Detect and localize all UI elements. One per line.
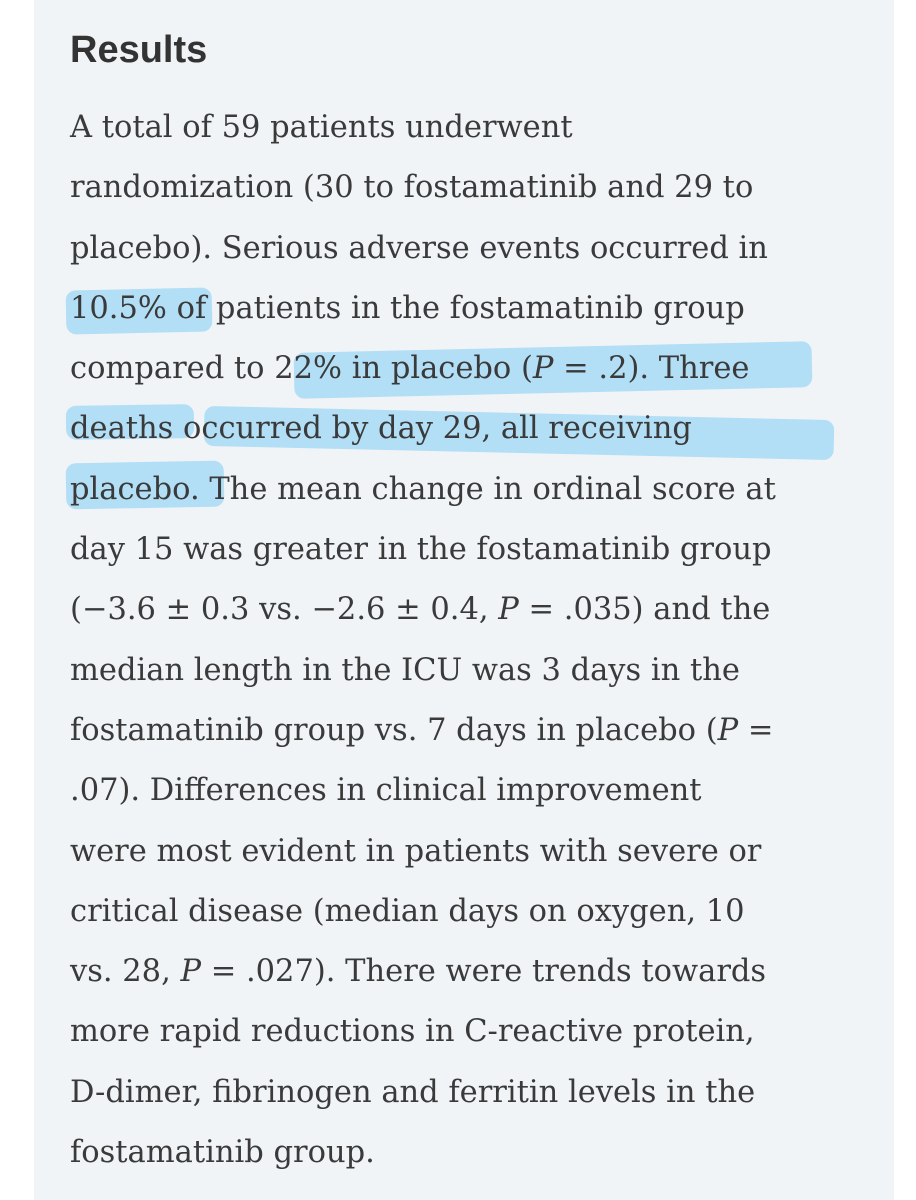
text-line: (−3.6 ± 0.3 vs. −2.6 ± 0.4, P = .035) an… xyxy=(70,580,860,640)
text-line: randomization (30 to fostamatinib and 29… xyxy=(70,170,754,206)
text-line: .07). Differences in clinical improvemen… xyxy=(70,773,702,809)
text-segment: = .2). Three xyxy=(553,351,750,387)
text-line: placebo). Serious adverse events occurre… xyxy=(70,230,768,266)
results-paragraph: A total of 59 patients underwent randomi… xyxy=(70,98,860,1183)
text-segment: = .035) and the xyxy=(518,592,771,628)
text-segment: (−3.6 ± 0.3 vs. −2.6 ± 0.4, xyxy=(70,592,499,628)
text-segment: vs. 28, xyxy=(70,954,181,990)
text-segment: = xyxy=(738,712,774,748)
text-line: compared to 22% in placebo (P = .2). Thr… xyxy=(70,339,860,399)
text-segment: compared to 22% in placebo ( xyxy=(70,351,533,387)
text-line: day 15 was greater in the fostamatinib g… xyxy=(70,532,772,568)
text-line: placebo. The mean change in ordinal scor… xyxy=(70,471,776,507)
text-line: D-dimer, fibrinogen and ferritin levels … xyxy=(70,1074,756,1110)
text-line: A total of 59 patients underwent xyxy=(70,110,573,145)
text-line: median length in the ICU was 3 days in t… xyxy=(70,652,740,688)
text-line: more rapid reductions in C-reactive prot… xyxy=(70,1014,755,1050)
section-heading: Results xyxy=(70,29,208,71)
text-line: fostamatinib group. xyxy=(70,1135,375,1171)
p-value-symbol: P xyxy=(180,954,202,990)
text-line: were most evident in patients with sever… xyxy=(70,833,762,869)
text-line: fostamatinib group vs. 7 days in placebo… xyxy=(70,701,860,761)
p-value-symbol: P xyxy=(532,351,554,387)
text-segment: fostamatinib group vs. 7 days in placebo… xyxy=(70,712,718,748)
text-line: 10.5% of patients in the fostamatinib gr… xyxy=(70,290,745,326)
p-value-symbol: P xyxy=(498,592,519,628)
text-line: vs. 28, P = .027). There were trends tow… xyxy=(70,942,860,1002)
results-panel: Results A total of 59 patients underwent… xyxy=(34,0,894,1200)
p-value-symbol: P xyxy=(717,712,739,748)
text-line: critical disease (median days on oxygen,… xyxy=(70,893,745,929)
text-line: deaths occurred by day 29, all receiving xyxy=(70,411,692,447)
text-segment: = .027). There were trends towards xyxy=(201,954,767,990)
